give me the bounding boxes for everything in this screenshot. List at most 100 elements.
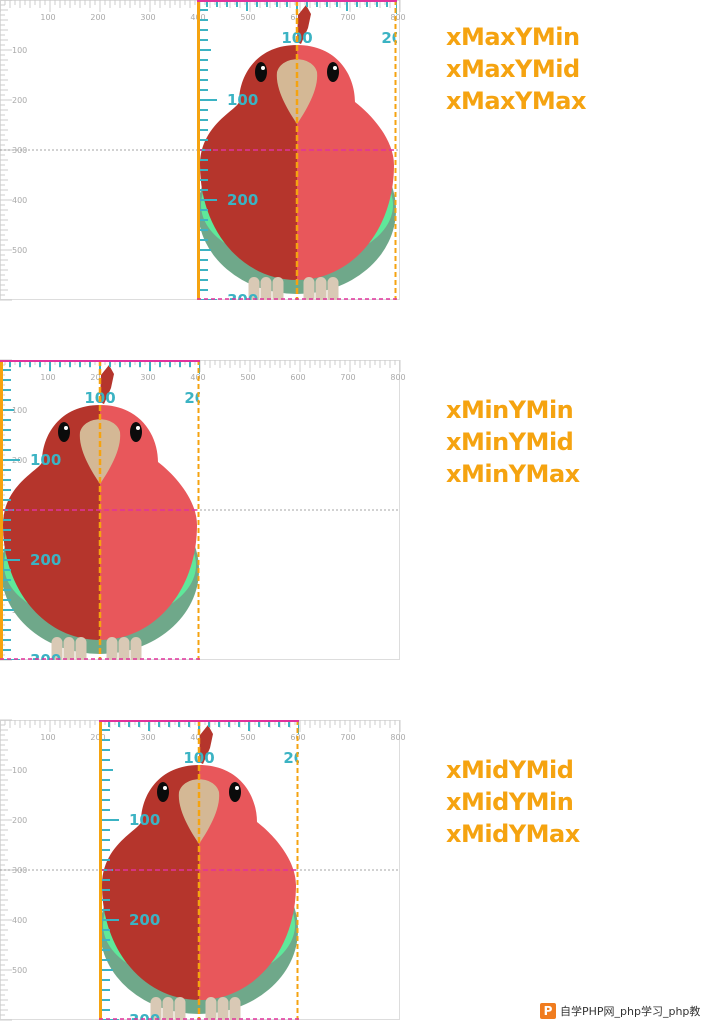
ruler-tick-label: 200 xyxy=(90,13,105,22)
toe xyxy=(150,997,162,1020)
ruler-tick-label: 100 xyxy=(12,766,27,775)
ruler-tick-label: 200 xyxy=(90,373,105,382)
viewbox-tick-label: 300 xyxy=(30,651,61,660)
viewbox-tick-label: 200 xyxy=(381,29,397,47)
ruler-tick-label: 400 xyxy=(12,916,27,925)
toe xyxy=(130,637,142,660)
toe xyxy=(303,277,315,300)
ruler-tick-label: 600 xyxy=(290,373,305,382)
viewbox-drawing: 100 200 100 200 300 xyxy=(0,360,200,660)
ruler-tick-label: 700 xyxy=(340,13,355,22)
toe xyxy=(229,997,241,1020)
site-watermark: P 自学PHP网_php学习_php教 xyxy=(540,999,712,1022)
right-eye xyxy=(130,422,142,442)
crest xyxy=(297,5,311,44)
ruler-tick-label: 700 xyxy=(340,733,355,742)
toe xyxy=(51,637,63,660)
body-left xyxy=(200,45,297,280)
toe xyxy=(75,637,87,660)
viewbox-tick-label: 300 xyxy=(129,1011,160,1020)
ruler-tick-label: 800 xyxy=(390,733,405,742)
alignment-label: xMidYMax xyxy=(446,820,580,848)
viewbox-tick-label: 100 xyxy=(30,451,61,469)
left-eye xyxy=(255,62,267,82)
eye-highlight xyxy=(136,426,140,430)
toe xyxy=(248,277,260,300)
viewbox-tick-label: 200 xyxy=(227,191,258,209)
eye-highlight xyxy=(64,426,68,430)
toe xyxy=(106,637,118,660)
ruler-tick-label: 100 xyxy=(40,733,55,742)
toe xyxy=(272,277,284,300)
eye-highlight xyxy=(261,66,265,70)
ruler-tick-label: 100 xyxy=(12,46,27,55)
panel-xmin: 100100200200300300400400500500600700800 … xyxy=(0,359,406,661)
body-left xyxy=(102,765,199,1000)
alignment-labels-xmax: xMaxYMin xMaxYMid xMaxYMax xyxy=(446,21,586,117)
crest xyxy=(199,725,213,764)
ruler-tick-label: 400 xyxy=(12,196,27,205)
toe xyxy=(315,277,327,300)
ruler-tick-label: 800 xyxy=(390,13,405,22)
left-eye xyxy=(58,422,70,442)
ruler-tick-label: 100 xyxy=(40,13,55,22)
alignment-label: xMinYMin xyxy=(446,396,574,424)
ruler-tick-label: 100 xyxy=(12,406,27,415)
viewbox-tick-label: 200 xyxy=(184,389,200,407)
viewbox-tick-label: 200 xyxy=(129,911,160,929)
alignment-labels-xmin: xMinYMin xMinYMid xMinYMax xyxy=(446,394,580,490)
alignment-labels-xmid: xMidYMid xMidYMin xMidYMax xyxy=(446,754,580,850)
right-eye xyxy=(229,782,241,802)
ruler-tick-label: 800 xyxy=(390,373,405,382)
viewbox-tick-label: 200 xyxy=(30,551,61,569)
ruler-tick-label: 200 xyxy=(12,816,27,825)
body-right xyxy=(297,45,394,280)
watermark-text: 自学PHP网_php学习_php教 xyxy=(560,1004,701,1018)
ruler-tick-label: 400 xyxy=(190,733,205,742)
alignment-label: xMidYMin xyxy=(446,788,574,816)
left-eye xyxy=(157,782,169,802)
ruler-tick-label: 300 xyxy=(140,733,155,742)
viewport: 0100200100200300 xyxy=(99,720,299,1020)
ruler-tick-label: 500 xyxy=(240,733,255,742)
eye-highlight xyxy=(235,786,239,790)
viewport: 0100200100200300 xyxy=(197,0,397,300)
ruler-tick-label: 300 xyxy=(12,146,27,155)
body-right xyxy=(199,765,296,1000)
viewbox-tick-label: 100 xyxy=(129,811,160,829)
alignment-label: xMidYMid xyxy=(446,756,574,784)
viewbox-tick-label: 200 xyxy=(283,749,299,767)
viewbox-tick-label: 300 xyxy=(227,291,258,300)
ruler-tick-label: 300 xyxy=(140,13,155,22)
panel-xmid: 100100200200300300400400500500600700800 … xyxy=(0,719,406,1021)
toe xyxy=(118,637,130,660)
ruler-tick-label: 300 xyxy=(140,373,155,382)
alignment-label: xMaxYMax xyxy=(446,87,586,115)
eye-highlight xyxy=(163,786,167,790)
alignment-label: xMaxYMid xyxy=(446,55,580,83)
crest xyxy=(100,365,114,404)
viewport: 100 200 100 200 300 xyxy=(0,360,200,660)
toe xyxy=(260,277,272,300)
toe xyxy=(217,997,229,1020)
ruler-tick-label: 300 xyxy=(12,866,27,875)
right-eye xyxy=(327,62,339,82)
toe xyxy=(63,637,75,660)
toe xyxy=(205,997,217,1020)
toe xyxy=(162,997,174,1020)
alignment-label: xMinYMid xyxy=(446,428,574,456)
ruler-tick-label: 500 xyxy=(12,966,27,975)
toe xyxy=(174,997,186,1020)
ruler-tick-label: 100 xyxy=(40,373,55,382)
viewbox-drawing: 0100200100200300 xyxy=(197,0,397,300)
eye-highlight xyxy=(333,66,337,70)
ruler-tick-label: 500 xyxy=(240,13,255,22)
ruler-tick-label: 200 xyxy=(90,733,105,742)
body-left xyxy=(3,405,100,640)
ruler-tick-label: 500 xyxy=(240,373,255,382)
alignment-label: xMinYMax xyxy=(446,460,580,488)
viewbox-tick-label: 100 xyxy=(227,91,258,109)
ruler-tick-label: 200 xyxy=(12,96,27,105)
alignment-label: xMaxYMin xyxy=(446,23,580,51)
body-right xyxy=(100,405,197,640)
